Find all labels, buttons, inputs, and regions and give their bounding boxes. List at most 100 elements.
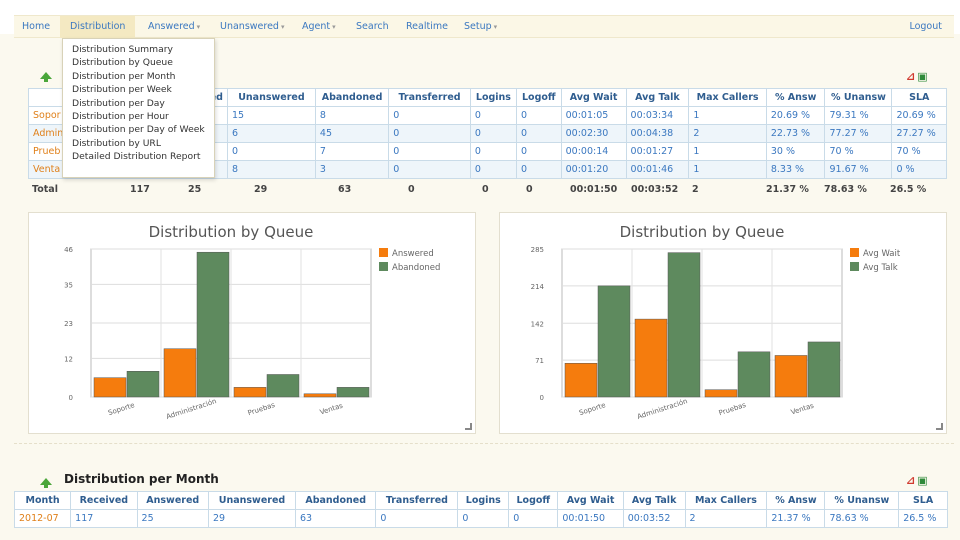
cell-pct-answ: 22.73 %	[765, 124, 826, 143]
cell-abandoned: 7	[314, 142, 390, 161]
total-answered: 25	[188, 184, 202, 195]
y-tick-label: 0	[540, 394, 544, 402]
cell-avg-talk: 00:01:46	[625, 160, 690, 179]
chevron-down-icon: ▾	[196, 23, 201, 31]
cell-unanswered: 0	[226, 142, 316, 161]
nav-answered-label: Answered	[148, 21, 195, 32]
cell-logoff: 0	[516, 160, 562, 179]
dropdown-item-distribution-per-week[interactable]: Distribution per Week	[72, 84, 172, 96]
nav-setup-label: Setup	[464, 21, 492, 32]
nav-search[interactable]: Search	[356, 16, 389, 38]
col-max-callers: Max Callers	[684, 491, 768, 510]
chevron-down-icon: ▾	[332, 23, 336, 31]
dropdown-item-detailed-distribution-report[interactable]: Detailed Distribution Report	[72, 151, 201, 163]
total-received: 117	[130, 184, 150, 195]
dropdown-item-distribution-by-url[interactable]: Distribution by URL	[72, 137, 161, 149]
col--unansw: % Unansw	[824, 491, 900, 510]
export-icons: ⊿ ▣	[906, 70, 928, 83]
cell-max-callers: 1	[688, 142, 767, 161]
y-tick-label: 23	[64, 320, 73, 328]
col--answ: % Answ	[766, 491, 826, 510]
col-logoff: Logoff	[516, 88, 562, 107]
nav-answered[interactable]: Answered ▾	[148, 16, 200, 38]
nav-unanswered[interactable]: Unanswered ▾	[220, 16, 284, 38]
cell-logins: 0	[469, 142, 518, 161]
dropdown-item-distribution-summary[interactable]: Distribution Summary	[72, 44, 173, 55]
col-logins: Logins	[457, 491, 510, 510]
resize-handle[interactable]	[936, 423, 943, 430]
col-logoff: Logoff	[508, 491, 559, 510]
cell-transferred: 0	[388, 106, 471, 125]
cell-avg-talk: 00:01:27	[625, 142, 690, 161]
bar-abandoned	[266, 374, 300, 398]
cell-max-callers: 2	[684, 509, 768, 528]
col-abandoned: Abandoned	[314, 88, 390, 107]
queue-panel-up-icon[interactable]	[40, 72, 54, 84]
col-transferred: Transferred	[375, 491, 459, 510]
y-tick-label: 0	[69, 394, 73, 402]
col-sla: SLA	[898, 491, 948, 510]
logout-link[interactable]: Logout	[909, 21, 942, 32]
nav-realtime[interactable]: Realtime	[406, 16, 448, 38]
nav-setup[interactable]: Setup ▾	[464, 16, 497, 38]
col-transferred: Transferred	[388, 88, 471, 107]
x-tick-label: Soporte	[578, 401, 607, 417]
legend-label: Abandoned	[392, 263, 440, 273]
col-avg-wait: Avg Wait	[560, 88, 627, 107]
dropdown-item-distribution-per-day-of-week[interactable]: Distribution per Day of Week	[72, 124, 205, 136]
bar-answered	[303, 393, 337, 398]
dropdown-item-distribution-per-day[interactable]: Distribution per Day	[72, 97, 165, 109]
total-avg-wait: 00:01:50	[570, 184, 618, 195]
cell-unanswered: 8	[226, 160, 316, 179]
dropdown-item-distribution-by-queue[interactable]: Distribution by Queue	[72, 57, 173, 69]
cell-received: 117	[70, 509, 138, 528]
chart-calls-by-queue: Distribution by Queue 0 12 23 35 46 Soporte Adm…	[64, 223, 440, 421]
chart-panel-times: Distribution by Queue 0 71 142 214 285 Soporte…	[499, 212, 947, 434]
cell-pct-unansw: 77.27 %	[824, 124, 893, 143]
col-avg-talk: Avg Talk	[625, 88, 690, 107]
chart-panel-calls: Distribution by Queue 0 12 23 35 46 Soporte Adm…	[28, 212, 476, 434]
total-logins: 0	[482, 184, 489, 195]
nav-agent[interactable]: Agent ▾	[302, 16, 336, 38]
nav-home-label: Home	[22, 21, 51, 32]
legend-label: Answered	[392, 249, 434, 259]
nav-distribution[interactable]: Distribution	[60, 16, 136, 38]
y-tick-label: 285	[531, 246, 544, 254]
y-tick-label: 71	[535, 357, 544, 365]
dropdown-item-distribution-per-month[interactable]: Distribution per Month	[72, 70, 176, 82]
col-avg-talk: Avg Talk	[622, 491, 686, 510]
col-avg-wait: Avg Wait	[557, 491, 624, 510]
bar-answered	[93, 377, 127, 398]
x-tick-label: Administración	[636, 397, 688, 421]
month-table-header: Month Received Answered Unanswered Abandoned…	[13, 491, 948, 510]
col-pct-answ: % Answ	[765, 88, 826, 107]
cell-pct-answ: 20.69 %	[765, 106, 826, 125]
nav-agent-label: Agent	[302, 21, 331, 32]
excel-export-icon[interactable]: ▣	[917, 474, 928, 487]
legend-swatch	[850, 262, 859, 271]
pdf-export-icon[interactable]: ⊿	[906, 474, 916, 487]
x-tick-label: Soporte	[107, 401, 136, 417]
cell-transferred: 0	[388, 124, 471, 143]
bar-avg-talk	[807, 341, 841, 398]
cell-avg-talk: 00:03:34	[625, 106, 690, 125]
legend-swatch	[379, 262, 388, 271]
total-sla: 26.5 %	[890, 184, 927, 195]
total-max-callers: 2	[692, 184, 699, 195]
month-link[interactable]: 2012-07	[13, 509, 72, 528]
resize-handle[interactable]	[465, 423, 472, 430]
excel-export-icon[interactable]: ▣	[917, 70, 928, 83]
cell-abandoned: 8	[314, 106, 390, 125]
pdf-export-icon[interactable]: ⊿	[906, 70, 916, 83]
total-pct-unansw: 78.63 %	[824, 184, 867, 195]
nav-unanswered-label: Unanswered	[220, 21, 279, 32]
dropdown-item-distribution-per-hour[interactable]: Distribution per Hour	[72, 110, 169, 122]
cell-abandoned: 63	[294, 509, 377, 528]
cell-sla: 26.5 %	[898, 509, 948, 528]
x-tick-label: Pruebas	[247, 401, 277, 417]
nav-home[interactable]: Home	[22, 16, 50, 38]
cell-pct-unansw: 91.67 %	[824, 160, 893, 179]
nav-search-label: Search	[356, 21, 389, 32]
cell-logins: 0	[469, 160, 518, 179]
month-panel-up-icon[interactable]	[40, 478, 54, 490]
